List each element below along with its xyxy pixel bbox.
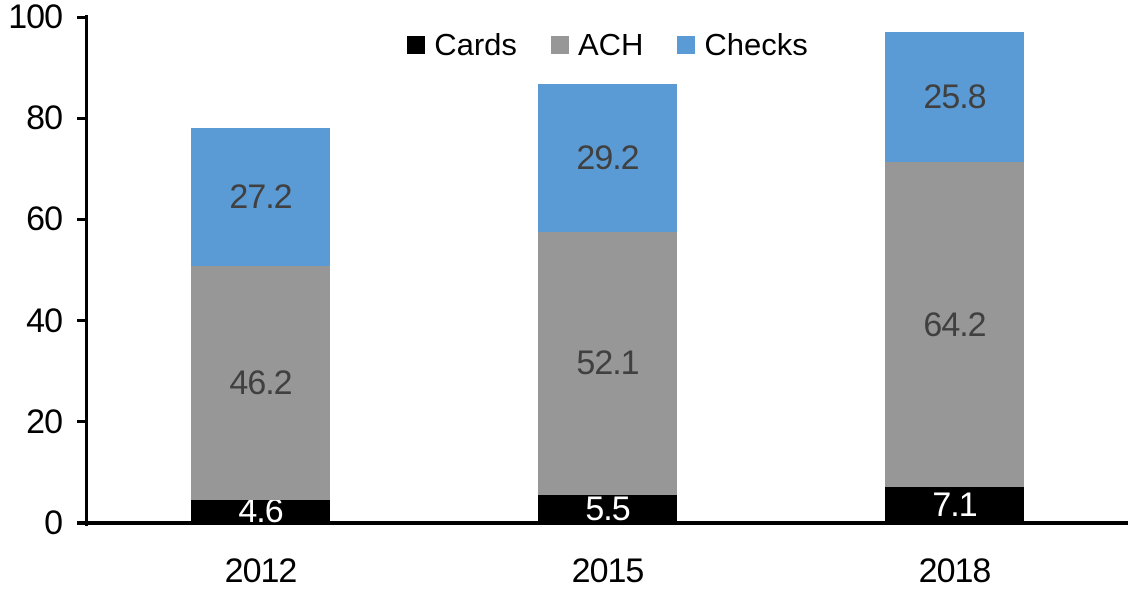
x-axis-category-label: 2018 (918, 552, 992, 590)
y-axis-tick-label: 60 (26, 200, 63, 239)
segment-value-label: 27.2 (229, 178, 292, 217)
segment-value-label: 5.5 (585, 490, 630, 529)
legend-swatch-cards (407, 36, 426, 54)
legend-swatch-checks (677, 36, 696, 54)
bar-segment-checks-2012: 27.2 (191, 128, 330, 266)
legend-item-ach: ACH (550, 27, 644, 62)
x-axis-category-label: 2012 (224, 552, 298, 590)
y-axis-tick-label: 40 (26, 301, 63, 340)
segment-value-label: 52.1 (576, 344, 639, 383)
legend-label: Cards (434, 27, 517, 62)
legend-item-cards: Cards (407, 28, 517, 62)
bar-segment-ach-2015: 52.1 (538, 231, 677, 496)
legend-swatch-ach (550, 36, 569, 54)
segment-value-label: 25.8 (923, 77, 986, 116)
bar-segment-cards-2018: 7.1 (885, 487, 1024, 523)
y-axis-tick (77, 217, 87, 221)
segment-value-label: 64.2 (923, 305, 986, 344)
y-axis-tick (77, 521, 87, 525)
bar-segment-cards-2012: 4.6 (191, 493, 330, 529)
x-axis-category-label: 2015 (571, 552, 645, 590)
segment-value-label: 7.1 (932, 486, 977, 525)
legend-item-checks: Checks (677, 27, 808, 62)
legend-label: Checks (704, 27, 808, 62)
x-axis-line (77, 521, 1128, 525)
bar-segment-checks-2018: 25.8 (885, 31, 1024, 163)
y-axis-line (85, 15, 88, 526)
bar-segment-checks-2015: 29.2 (538, 83, 677, 232)
bar-segment-ach-2012: 46.2 (191, 265, 330, 500)
y-axis-tick-label: 20 (26, 402, 63, 441)
y-axis-tick (77, 116, 87, 120)
y-axis-tick-label: 0 (44, 504, 63, 542)
chart-legend: Cards ACH Checks (87, 28, 1128, 62)
bar-segment-ach-2018: 64.2 (885, 162, 1024, 488)
legend-label: ACH (577, 27, 644, 62)
y-axis-tick (77, 319, 87, 323)
stacked-bar-2012: 4.6 46.2 27.2 (191, 128, 330, 529)
y-axis-tick-label: 100 (8, 0, 63, 36)
y-axis-tick (77, 15, 87, 19)
bar-segment-cards-2015: 5.5 (538, 491, 677, 527)
y-axis-tick (77, 420, 87, 424)
stacked-bar-2018: 7.1 64.2 25.8 (885, 31, 1024, 523)
segment-value-label: 29.2 (576, 138, 639, 177)
stacked-bar-2015: 5.5 52.1 29.2 (538, 83, 677, 527)
segment-value-label: 46.2 (229, 363, 292, 402)
y-axis-tick-label: 80 (26, 99, 63, 138)
